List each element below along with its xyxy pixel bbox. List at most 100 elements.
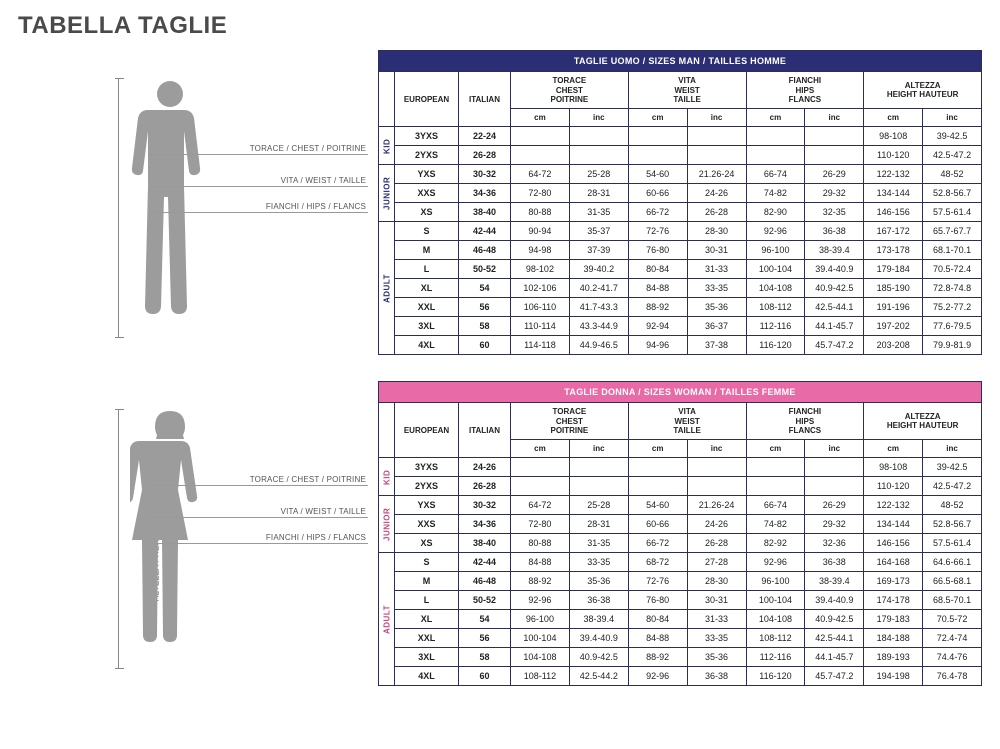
cell-european: 2YXS — [395, 477, 459, 496]
cell-waist_cm: 60-66 — [628, 515, 687, 534]
man-block: ALTEZZA / HEIGHT / HAUTURE TORACE / CHES… — [18, 50, 982, 355]
cell-height_in: 70.5-72.4 — [923, 260, 982, 279]
col-chest: TORACECHESTPOITRINE — [511, 72, 629, 109]
cell-waist_cm: 94-96 — [628, 336, 687, 355]
cell-height_in: 77.6-79.5 — [923, 317, 982, 336]
cell-height_in: 74.4-76 — [923, 648, 982, 667]
cell-height_in: 39-42.5 — [923, 458, 982, 477]
cell-hips_in — [805, 127, 864, 146]
cell-chest_in — [569, 458, 628, 477]
cell-italian: 30-32 — [459, 496, 511, 515]
cell-hips_cm: 104-108 — [746, 279, 805, 298]
unit-inc: inc — [923, 108, 982, 126]
cell-height_in: 72.8-74.8 — [923, 279, 982, 298]
waist-line — [148, 517, 368, 518]
cell-european: XL — [395, 610, 459, 629]
cell-italian: 58 — [459, 648, 511, 667]
cell-height_cm: 98-108 — [864, 127, 923, 146]
col-waist: VITAWEISTTAILLE — [628, 403, 746, 440]
hips-line — [148, 212, 368, 213]
cell-waist_in: 24-26 — [687, 515, 746, 534]
cell-european: XS — [395, 534, 459, 553]
table-row: 4XL60108-11242.5-44.292-9636-38116-12045… — [379, 667, 982, 686]
cell-waist_in: 35-36 — [687, 648, 746, 667]
cell-waist_cm: 72-76 — [628, 222, 687, 241]
cell-chest_cm: 96-100 — [511, 610, 570, 629]
cell-height_cm: 179-183 — [864, 610, 923, 629]
man-table-head: TAGLIE UOMO / SIZES MAN / TAILLES HOMME … — [379, 51, 982, 127]
height-axis — [118, 409, 119, 669]
cell-european: YXS — [395, 165, 459, 184]
unit-cm: cm — [864, 440, 923, 458]
cell-chest_in — [569, 477, 628, 496]
cell-chest_cm: 72-80 — [511, 515, 570, 534]
woman-table-title: TAGLIE DONNA / SIZES WOMAN / TAILLES FEM… — [379, 382, 982, 403]
cell-waist_in: 27-28 — [687, 553, 746, 572]
cell-height_in: 68.1-70.1 — [923, 241, 982, 260]
cell-chest_cm: 110-114 — [511, 317, 570, 336]
cell-hips_cm: 100-104 — [746, 591, 805, 610]
col-height: ALTEZZAHEIGHT HAUTEUR — [864, 403, 982, 440]
height-axis — [118, 78, 119, 338]
cell-chest_in: 40.2-41.7 — [569, 279, 628, 298]
cell-height_in: 76.4-78 — [923, 667, 982, 686]
col-european: EUROPEAN — [395, 72, 459, 127]
group-label: KID — [379, 458, 395, 496]
cell-height_cm: 194-198 — [864, 667, 923, 686]
cell-european: XXS — [395, 184, 459, 203]
table-row: 3XL58110-11443.3-44.992-9436-37112-11644… — [379, 317, 982, 336]
woman-silhouette-icon — [130, 407, 210, 667]
cell-hips_cm: 108-112 — [746, 298, 805, 317]
cell-italian: 56 — [459, 298, 511, 317]
col-italian: ITALIAN — [459, 72, 511, 127]
table-row: XS38-4080-8831-3566-7226-2882-9232-36146… — [379, 534, 982, 553]
cell-chest_in: 28-31 — [569, 184, 628, 203]
cell-italian: 38-40 — [459, 203, 511, 222]
cell-height_cm: 179-184 — [864, 260, 923, 279]
cell-waist_cm: 68-72 — [628, 553, 687, 572]
cell-italian: 46-48 — [459, 241, 511, 260]
cell-height_in: 57.5-61.4 — [923, 203, 982, 222]
table-row: 2YXS26-28110-12042.5-47.2 — [379, 146, 982, 165]
cell-chest_in: 43.3-44.9 — [569, 317, 628, 336]
hips-line — [148, 543, 368, 544]
cell-chest_in: 36-38 — [569, 591, 628, 610]
cell-hips_in: 42.5-44.1 — [805, 629, 864, 648]
cell-waist_cm: 54-60 — [628, 496, 687, 515]
cell-chest_in: 37-39 — [569, 241, 628, 260]
cell-height_cm: 197-202 — [864, 317, 923, 336]
cell-chest_cm: 98-102 — [511, 260, 570, 279]
woman-figure: ALTEZZA / HEIGHT / HAUTURE TORACE / CHES… — [18, 381, 378, 679]
cell-waist_cm: 92-96 — [628, 667, 687, 686]
cell-height_in: 48-52 — [923, 496, 982, 515]
cell-hips_in: 38-39.4 — [805, 572, 864, 591]
cell-chest_in: 31-35 — [569, 534, 628, 553]
cell-height_in: 48-52 — [923, 165, 982, 184]
cell-italian: 24-26 — [459, 458, 511, 477]
man-silhouette-icon — [130, 76, 210, 336]
cell-waist_in: 26-28 — [687, 203, 746, 222]
cell-chest_cm: 80-88 — [511, 534, 570, 553]
table-row: KID3YXS22-2498-10839-42.5 — [379, 127, 982, 146]
cell-waist_in — [687, 458, 746, 477]
col-european: EUROPEAN — [395, 403, 459, 458]
cell-italian: 42-44 — [459, 553, 511, 572]
cell-chest_in — [569, 127, 628, 146]
cell-european: M — [395, 241, 459, 260]
cell-hips_cm: 116-120 — [746, 336, 805, 355]
cell-waist_cm: 84-88 — [628, 279, 687, 298]
cell-hips_in — [805, 477, 864, 496]
cell-height_cm: 185-190 — [864, 279, 923, 298]
cell-european: 3XL — [395, 648, 459, 667]
cell-chest_cm: 108-112 — [511, 667, 570, 686]
cell-european: 4XL — [395, 667, 459, 686]
cell-waist_cm: 72-76 — [628, 572, 687, 591]
cell-chest_cm: 104-108 — [511, 648, 570, 667]
cell-hips_in: 45.7-47.2 — [805, 667, 864, 686]
woman-size-table: TAGLIE DONNA / SIZES WOMAN / TAILLES FEM… — [378, 381, 982, 686]
cell-height_in: 52.8-56.7 — [923, 184, 982, 203]
table-row: JUNIORYXS30-3264-7225-2854-6021.26-2466-… — [379, 496, 982, 515]
cell-height_in: 39-42.5 — [923, 127, 982, 146]
col-hips: FIANCHIHIPSFLANCS — [746, 72, 864, 109]
cell-european: XXL — [395, 629, 459, 648]
